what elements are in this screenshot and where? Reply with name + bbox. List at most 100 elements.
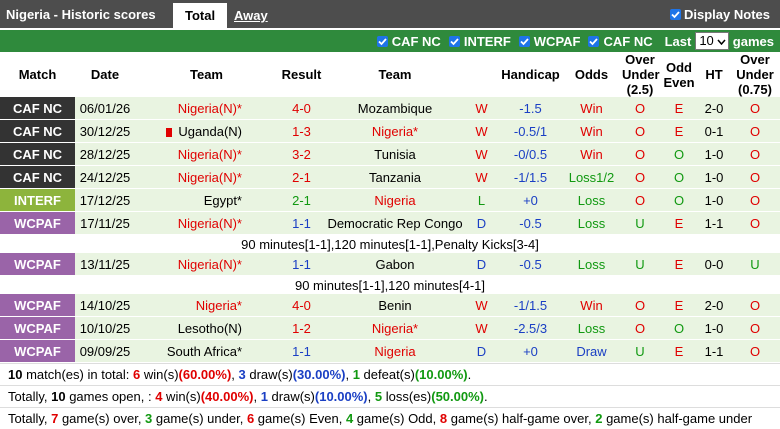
checkbox[interactable] (670, 9, 682, 20)
summary-text: game(s) Odd, (353, 411, 440, 426)
tab[interactable]: Away (234, 8, 268, 23)
summary-text: games open, : (65, 389, 156, 404)
result: 1-2 (278, 316, 325, 340)
summary-text: . (467, 367, 472, 382)
filter-option[interactable]: INTERF (448, 34, 511, 49)
summary-text: game(s) half-game over, (447, 411, 596, 426)
summary-text: win(s) (140, 367, 179, 382)
date: 13/11/25 (75, 253, 135, 276)
outcome: W (465, 316, 498, 340)
result: 4-0 (278, 97, 325, 120)
odds: Loss1/2 (563, 165, 620, 189)
outcome: W (465, 142, 498, 166)
summary-text: match(es) in total: (22, 367, 134, 382)
home-team: Nigeria(N)* (135, 142, 278, 166)
match-row: CAF NC 24/12/25 Nigeria(N)* 2-1 Tanzania W -1/… (0, 165, 780, 189)
column-header: Handicap (498, 52, 563, 97)
match-row: CAF NC 30/12/25 Uganda(N) 1-3 Nigeria* W -0.5/… (0, 119, 780, 143)
column-header: Result (278, 52, 325, 97)
filter-option[interactable]: CAF NC (588, 34, 653, 49)
result: 2-1 (278, 188, 325, 212)
date: 24/12/25 (75, 165, 135, 189)
select-arrow (717, 33, 726, 49)
date: 28/12/25 (75, 142, 135, 166)
odds: Win (563, 142, 620, 166)
handicap: -1.5 (498, 97, 563, 120)
handicap: +0 (498, 339, 563, 363)
date: 17/11/25 (75, 211, 135, 235)
home-team: Nigeria(N)* (135, 165, 278, 189)
column-header: Match (0, 52, 75, 97)
home-name: Nigeria* (195, 297, 242, 313)
checkbox[interactable] (376, 35, 388, 47)
summary-text: 6 (133, 367, 141, 382)
over-under-ht: O (730, 97, 780, 120)
summary-text: (30.00%) (292, 367, 346, 382)
tab[interactable]: Total (173, 3, 228, 28)
note: 90 minutes[1-1],120 minutes[1-1],Penalty… (0, 234, 780, 253)
over-under: U (620, 339, 660, 363)
filter-option[interactable]: CAF NC (376, 34, 441, 49)
summary-text: , (253, 389, 261, 404)
match-row: INTERF 17/12/25 Egypt* 2-1 Nigeria L +0 Loss O O 1… (0, 188, 780, 212)
odd-even: O (660, 188, 698, 212)
checkbox[interactable] (518, 35, 530, 47)
odds: Loss (563, 253, 620, 276)
games-select[interactable]: 10 (695, 32, 729, 50)
summary-text: win(s) (162, 389, 201, 404)
summary-text: game(s) half-game under (602, 411, 753, 426)
home-team: Uganda(N) (135, 119, 278, 143)
half-time: 1-1 (698, 339, 730, 363)
column-header: Team (325, 52, 465, 97)
away-team: Tunisia (325, 142, 465, 166)
home-name: Uganda(N) (178, 123, 242, 139)
match-row: WCPAF 17/11/25 Nigeria(N)* 1-1 Democratic Re… (0, 211, 780, 235)
half-time: 2-0 (698, 294, 730, 317)
checkbox[interactable] (448, 35, 460, 47)
home-team: Nigeria* (135, 294, 278, 317)
title: Nigeria - Historic scores (6, 7, 156, 22)
summary-text: , (345, 367, 353, 382)
summary-text: defeat(s) (359, 367, 415, 382)
half-time: 1-0 (698, 188, 730, 212)
summary-text: draw(s) (245, 367, 293, 382)
summary-text: game(s) Even, (254, 411, 346, 426)
result: 4-0 (278, 294, 325, 317)
outcome: D (465, 253, 498, 276)
summary-text: game(s) over, (58, 411, 146, 426)
competition: WCPAF (0, 253, 75, 276)
over-under: O (620, 188, 660, 212)
result: 3-2 (278, 142, 325, 166)
competition: CAF NC (0, 119, 75, 143)
handicap: -0.5 (498, 253, 563, 276)
summary-text: , (231, 367, 239, 382)
odds: Loss (563, 188, 620, 212)
outcome: W (465, 165, 498, 189)
checkbox[interactable] (588, 35, 600, 47)
over-under: O (620, 316, 660, 340)
competition: INTERF (0, 188, 75, 212)
home-name: Lesotho(N) (177, 320, 242, 336)
display-notes[interactable]: Display Notes (670, 7, 770, 22)
filter-label: WCPAF (533, 33, 581, 49)
date: 10/10/25 (75, 316, 135, 340)
over-under-ht: O (730, 294, 780, 317)
match-row: WCPAF 13/11/25 Nigeria(N)* 1-1 Gabon D -0.5 Los… (0, 253, 780, 276)
odd-even: O (660, 165, 698, 189)
home-team: Nigeria(N)* (135, 253, 278, 276)
odds: Win (563, 97, 620, 120)
over-under-ht: O (730, 119, 780, 143)
half-time: 1-0 (698, 316, 730, 340)
over-under-ht: O (730, 339, 780, 363)
card-icon (166, 127, 173, 137)
summary-text: Totally, (8, 389, 52, 404)
match-row: WCPAF 14/10/25 Nigeria* 4-0 Benin W -1/1.5 Win O… (0, 294, 780, 317)
result: 1-1 (278, 339, 325, 363)
summary-line: Totally, 10 games open, : 4 win(s)(40.00… (0, 385, 780, 407)
half-time: 1-0 (698, 165, 730, 189)
summary-text: loss(es) (382, 389, 432, 404)
summary-text: (60.00%) (178, 367, 232, 382)
away-team: Nigeria* (325, 316, 465, 340)
filter-option[interactable]: WCPAF (518, 33, 581, 49)
